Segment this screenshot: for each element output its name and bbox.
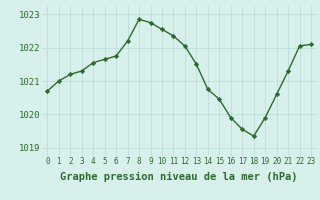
X-axis label: Graphe pression niveau de la mer (hPa): Graphe pression niveau de la mer (hPa) (60, 172, 298, 182)
